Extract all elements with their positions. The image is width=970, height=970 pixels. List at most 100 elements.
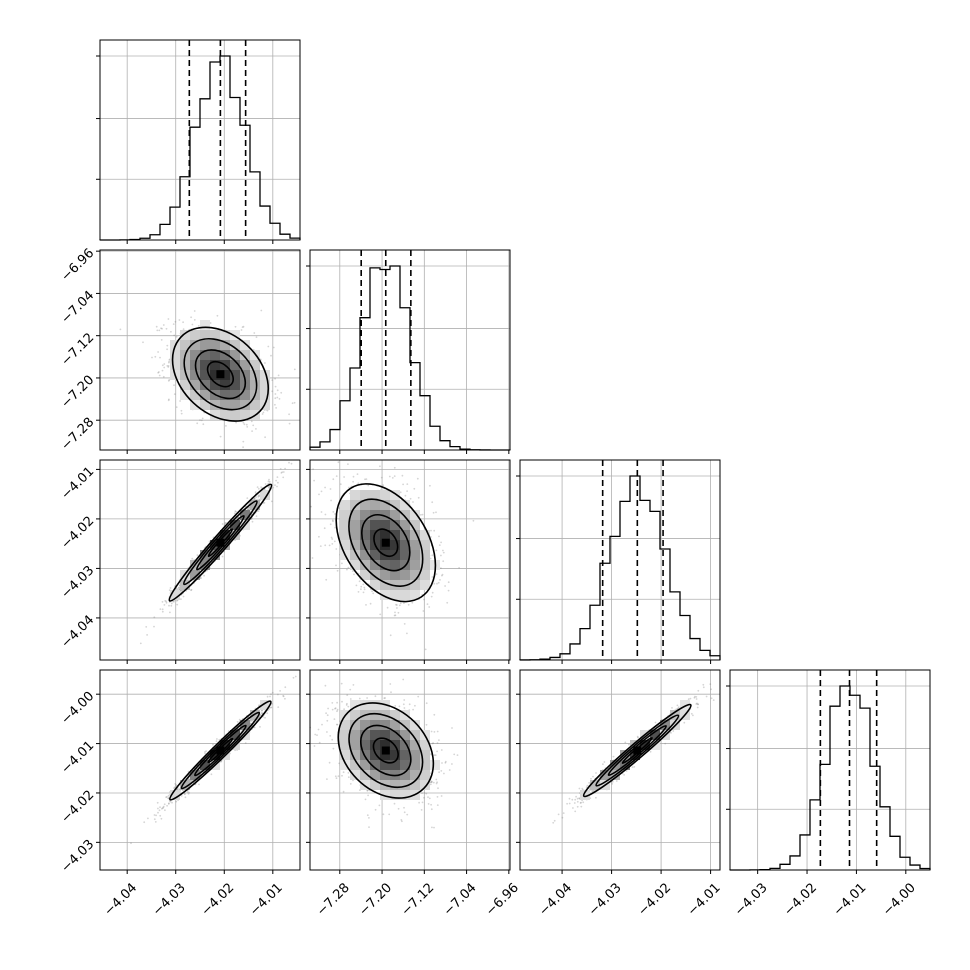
scatter-point bbox=[193, 319, 196, 321]
scatter-point bbox=[412, 708, 414, 711]
density-cell bbox=[420, 550, 430, 560]
scatter-point bbox=[268, 478, 270, 481]
density-cell bbox=[250, 710, 260, 720]
contour-line bbox=[348, 498, 424, 587]
scatter-point bbox=[277, 706, 280, 708]
scatter-point bbox=[190, 589, 192, 592]
scatter-point bbox=[252, 424, 255, 427]
scatter-panel-2-1 bbox=[306, 459, 511, 664]
density-cell bbox=[340, 520, 350, 530]
scatter-point bbox=[186, 791, 189, 794]
scatter-point bbox=[431, 591, 434, 594]
scatter-point bbox=[360, 585, 363, 588]
scatter-point bbox=[280, 472, 283, 474]
scatter-point bbox=[271, 379, 274, 381]
density-cell bbox=[240, 360, 250, 370]
scatter-point bbox=[169, 800, 172, 803]
contour-line bbox=[169, 700, 272, 801]
scatter-point bbox=[246, 426, 249, 428]
scatter-point bbox=[168, 360, 171, 363]
scatter-point bbox=[274, 484, 276, 486]
scatter-point bbox=[161, 807, 164, 809]
scatter-point bbox=[233, 512, 236, 515]
y-tick-label: −4.04 bbox=[59, 613, 98, 652]
scatter-point bbox=[198, 783, 200, 786]
scatter-point bbox=[393, 475, 396, 477]
scatter-point bbox=[284, 467, 286, 470]
scatter-point bbox=[277, 374, 280, 377]
scatter-point bbox=[209, 322, 212, 324]
scatter-point bbox=[400, 819, 403, 821]
density-cell bbox=[390, 510, 400, 520]
scatter-point bbox=[168, 379, 171, 381]
scatter-point bbox=[261, 413, 264, 415]
scatter-point bbox=[240, 329, 243, 331]
scatter-point bbox=[253, 497, 256, 500]
scatter-point bbox=[266, 712, 269, 715]
scatter-point bbox=[270, 706, 273, 709]
density-cell bbox=[380, 580, 390, 590]
scatter-point bbox=[320, 511, 323, 513]
scatter-point bbox=[145, 626, 148, 628]
scatter-point bbox=[369, 602, 372, 605]
scatter-point bbox=[331, 519, 334, 522]
scatter-point bbox=[167, 794, 170, 797]
density-cell bbox=[360, 560, 370, 570]
scatter-point bbox=[184, 796, 187, 799]
scatter-panel-1-0: −7.28−7.20−7.12−7.04−6.96 bbox=[59, 246, 301, 454]
scatter-point bbox=[335, 777, 338, 780]
scatter-point bbox=[245, 423, 248, 426]
density-cell bbox=[380, 570, 390, 580]
histogram-panel-1 bbox=[306, 249, 511, 454]
scatter-point bbox=[324, 486, 326, 489]
density-cell bbox=[410, 550, 420, 560]
scatter-point bbox=[440, 554, 442, 557]
y-tick-label: −4.01 bbox=[59, 464, 98, 503]
scatter-point bbox=[215, 740, 218, 743]
scatter-point bbox=[153, 814, 156, 816]
scatter-point bbox=[258, 498, 260, 501]
density-cell bbox=[250, 500, 260, 510]
density-cell bbox=[240, 340, 250, 350]
density-cell bbox=[350, 560, 360, 570]
scatter-point bbox=[172, 600, 174, 603]
scatter-point bbox=[343, 476, 345, 478]
scatter-point bbox=[166, 365, 169, 367]
scatter-point bbox=[220, 760, 222, 763]
scatter-point bbox=[179, 589, 182, 592]
density-peak bbox=[216, 746, 225, 755]
scatter-point bbox=[329, 488, 332, 490]
density-cell bbox=[420, 560, 430, 570]
scatter-point bbox=[438, 535, 440, 538]
scatter-point bbox=[435, 511, 437, 514]
scatter-point bbox=[422, 610, 425, 612]
y-tick-label: −4.03 bbox=[59, 837, 98, 876]
scatter-point bbox=[278, 398, 281, 400]
scatter-point bbox=[257, 495, 260, 497]
scatter-point bbox=[267, 345, 270, 348]
density-cell bbox=[230, 520, 240, 530]
scatter-point bbox=[157, 807, 159, 810]
scatter-point bbox=[435, 573, 438, 575]
density-cell bbox=[370, 560, 380, 570]
density-cell bbox=[220, 400, 230, 410]
density-cell bbox=[220, 370, 230, 380]
density-cell bbox=[220, 390, 230, 400]
scatter-point bbox=[187, 792, 190, 795]
scatter-point bbox=[253, 498, 256, 500]
scatter-point bbox=[348, 486, 350, 489]
contour-line bbox=[171, 326, 270, 422]
scatter-point bbox=[224, 522, 227, 525]
scatter-point bbox=[170, 330, 172, 333]
scatter-point bbox=[412, 501, 414, 503]
scatter-point bbox=[433, 826, 435, 829]
scatter-point bbox=[282, 695, 284, 697]
scatter-point bbox=[153, 625, 155, 628]
density-cell bbox=[230, 330, 240, 340]
density-cell bbox=[220, 330, 230, 340]
density-cell bbox=[340, 500, 350, 510]
scatter-point bbox=[165, 327, 168, 330]
panel-frame bbox=[99, 669, 301, 871]
scatter-point bbox=[263, 488, 266, 491]
scatter-point bbox=[160, 327, 162, 330]
